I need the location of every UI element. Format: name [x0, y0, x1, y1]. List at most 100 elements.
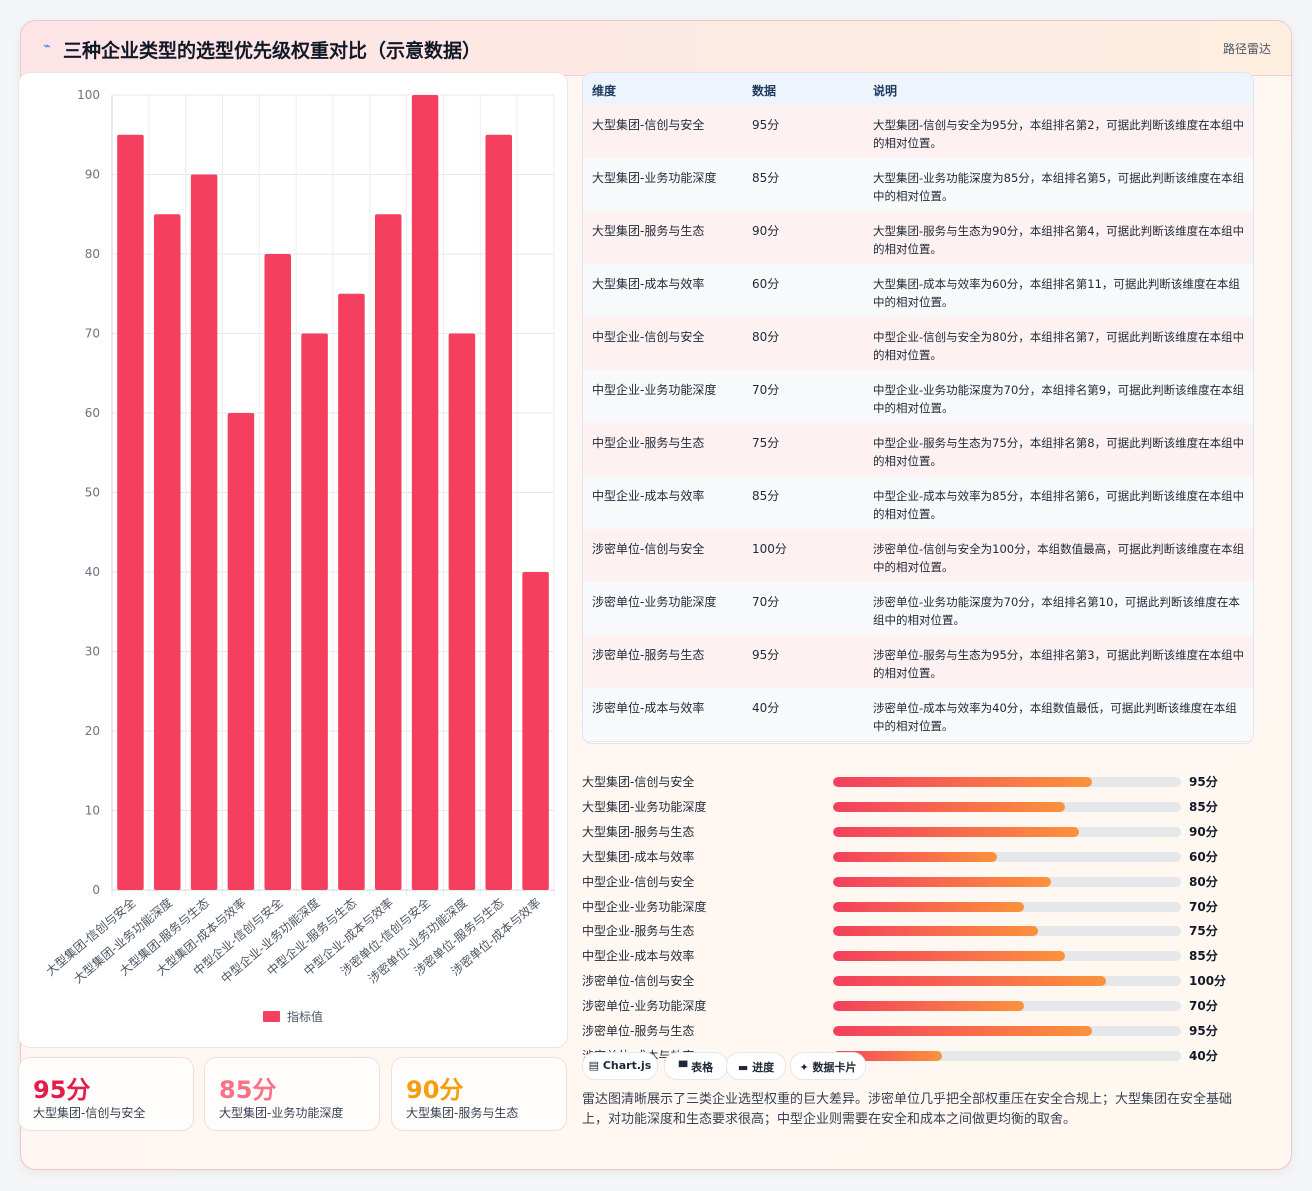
table-cell-desc: 涉密单位-成本与效率为40分，本组数值最低，可据此判断该维度在本组中的相对位置。	[873, 701, 1237, 733]
stat-value: 95分	[33, 1076, 91, 1104]
table-cell-val: 75分	[752, 436, 780, 450]
progress-track	[833, 777, 1181, 787]
chart-line-icon: ⌁	[43, 39, 51, 54]
progress-row: 大型集团-业务功能深度 85分	[582, 796, 1262, 816]
progress-fill	[833, 826, 1079, 837]
bar	[264, 254, 292, 890]
table-row: 涉密单位-业务功能深度 70分 涉密单位-业务功能深度为70分，本组排名第10，可据…	[583, 582, 1253, 636]
progress-value: 95分	[1189, 1024, 1218, 1038]
table-cell-desc: 中型企业-服务与生态为75分，本组排名第8，可据此判断该维度在本组中的相对位置。	[873, 436, 1245, 468]
table-cell-desc: 涉密单位-业务功能深度为70分，本组排名第10，可据此判断该维度在本组中的相对位…	[873, 595, 1240, 627]
bar	[301, 333, 328, 890]
progress-label: 涉密单位-业务功能深度	[582, 999, 707, 1014]
table-cell-dim: 涉密单位-成本与效率	[592, 701, 705, 715]
chip-table[interactable]: ▀ 表格	[664, 1052, 728, 1080]
progress-track	[833, 876, 1181, 887]
table-row: 中型企业-成本与效率 85分 中型企业-成本与效率为85分，本组排名第6，可据此判断…	[583, 476, 1253, 530]
bar	[338, 293, 365, 890]
progress-value: 95分	[1189, 775, 1218, 789]
bar	[153, 214, 181, 890]
bar	[190, 174, 218, 890]
table-cell-dim: 大型集团-业务功能深度	[592, 171, 717, 185]
progress-fill	[833, 901, 1025, 912]
table-cell-dim: 大型集团-成本与效率	[592, 277, 705, 291]
progress-label: 中型企业-服务与生态	[582, 924, 695, 939]
table-cell-val: 95分	[752, 648, 780, 662]
progress-track	[833, 826, 1181, 837]
progress-track	[833, 1001, 1181, 1012]
legend-swatch	[263, 1011, 280, 1022]
table-header-desc: 说明	[873, 84, 898, 98]
progress-value: 80分	[1189, 874, 1218, 889]
progress-value: 85分	[1189, 949, 1218, 964]
progress-value: 60分	[1189, 849, 1218, 864]
table-cell-dim: 涉密单位-业务功能深度	[592, 595, 717, 609]
progress-label: 大型集团-业务功能深度	[582, 799, 707, 814]
bar	[411, 95, 439, 890]
table-row: 大型集团-成本与效率 60分 大型集团-成本与效率为60分，本组排名第11，可据此判…	[583, 264, 1253, 318]
table-cell-desc: 大型集团-服务与生态为90分，本组排名第4，可据此判断该维度在本组中的相对位置。	[873, 224, 1245, 256]
chip-sparkle[interactable]: ✦ 数据卡片	[790, 1052, 866, 1080]
progress-fill	[833, 951, 1066, 962]
bar	[448, 333, 476, 890]
progress-label: 中型企业-业务功能深度	[582, 899, 707, 914]
table-cell-desc: 中型企业-成本与效率为85分，本组排名第6，可据此判断该维度在本组中的相对位置。	[873, 489, 1245, 521]
bar-chart-panel: 0 10 20 30 40 50 60 70 80 90 100 大型集团-信创与安全 大型集团-业务功…	[18, 72, 568, 1048]
table-row: 大型集团-服务与生态 90分 大型集团-服务与生态为90分，本组排名第4，可据此判断…	[583, 211, 1253, 265]
progress-label: 涉密单位-服务与生态	[582, 1024, 695, 1038]
y-tick-label: 80	[85, 247, 100, 261]
progress-fill	[833, 801, 1066, 812]
progress-track	[833, 951, 1181, 962]
header-right-label[interactable]: 路径雷达	[1222, 42, 1271, 56]
stat-card: 90分 大型集团-服务与生态	[391, 1057, 567, 1131]
data-table: 维度 数据 说明 大型集团-信创与安全 95分 大型集团-信创与安全为95分，本组排…	[582, 72, 1254, 744]
progress-row: 涉密单位-业务功能深度 70分	[582, 995, 1262, 1015]
table-cell-val: 40分	[752, 701, 780, 715]
stat-label: 大型集团-业务功能深度	[219, 1106, 344, 1120]
table-cell-val: 85分	[752, 171, 780, 185]
progress-fill	[833, 976, 1106, 987]
y-tick-label: 90	[85, 168, 100, 182]
bar-chart: 0102030405060708090100大型集团-信创与安全大型集团-业务功…	[43, 88, 555, 1024]
table-cell-dim: 中型企业-信创与安全	[592, 330, 705, 344]
table-cell-desc: 大型集团-信创与安全为95分，本组排名第2，可据此判断该维度在本组中的相对位置。	[873, 118, 1245, 150]
table-row: 大型集团-业务功能深度 85分 大型集团-业务功能深度为85分，本组排名第5，可据此…	[583, 158, 1253, 212]
stat-value: 90分	[406, 1076, 464, 1104]
bar	[485, 134, 513, 890]
table-row: 中型企业-服务与生态 75分 中型企业-服务与生态为75分，本组排名第8，可据此判断…	[583, 423, 1253, 477]
chip-label: ▀ 表格	[678, 1061, 714, 1074]
progress-label: 涉密单位-信创与安全	[582, 974, 695, 989]
table-cell-desc: 大型集团-业务功能深度为85分，本组排名第5，可据此判断该维度在本组中的相对位置…	[873, 171, 1245, 203]
y-tick-label: 10	[85, 804, 100, 818]
progress-track	[833, 1050, 1181, 1061]
progress-row: 中型企业-服务与生态 75分	[582, 920, 1262, 940]
stat-label: 大型集团-信创与安全	[33, 1106, 146, 1120]
table-cell-val: 70分	[752, 595, 780, 609]
page-title: 三种企业类型的选型优先级权重对比（示意数据）	[63, 40, 482, 62]
chip-label: ▤ Chart.js	[588, 1059, 652, 1072]
progress-row: 中型企业-成本与效率 85分	[582, 945, 1262, 965]
y-tick-label: 40	[85, 565, 100, 579]
progress-label: 大型集团-信创与安全	[582, 775, 695, 789]
table-cell-val: 60分	[752, 277, 780, 291]
y-tick-label: 0	[92, 883, 100, 897]
progress-value: 40分	[1189, 1048, 1218, 1063]
chip-progress[interactable]: ▬ 进度	[726, 1052, 786, 1080]
table-cell-dim: 大型集团-信创与安全	[592, 118, 705, 132]
table-cell-val: 85分	[752, 489, 780, 503]
progress-fill	[833, 1050, 943, 1061]
progress-row: 涉密单位-服务与生态 95分	[582, 1020, 1262, 1040]
progress-value: 100分	[1189, 974, 1227, 989]
chip-label: ▬ 进度	[737, 1061, 775, 1074]
table-row: 涉密单位-信创与安全 100分 涉密单位-信创与安全为100分，本组数值最高，可据此…	[583, 529, 1253, 583]
table-header-dim: 维度	[592, 84, 617, 98]
table-header-val: 数据	[752, 84, 777, 98]
bar	[227, 413, 255, 890]
chip-chart[interactable]: ▤ Chart.js	[582, 1052, 658, 1080]
y-tick-label: 20	[85, 724, 100, 738]
table-cell-dim: 大型集团-服务与生态	[592, 224, 705, 238]
y-tick-label: 60	[85, 406, 100, 420]
table-cell-dim: 涉密单位-信创与安全	[592, 542, 705, 556]
progress-track	[833, 901, 1181, 912]
progress-row: 涉密单位-信创与安全 100分	[582, 970, 1262, 990]
